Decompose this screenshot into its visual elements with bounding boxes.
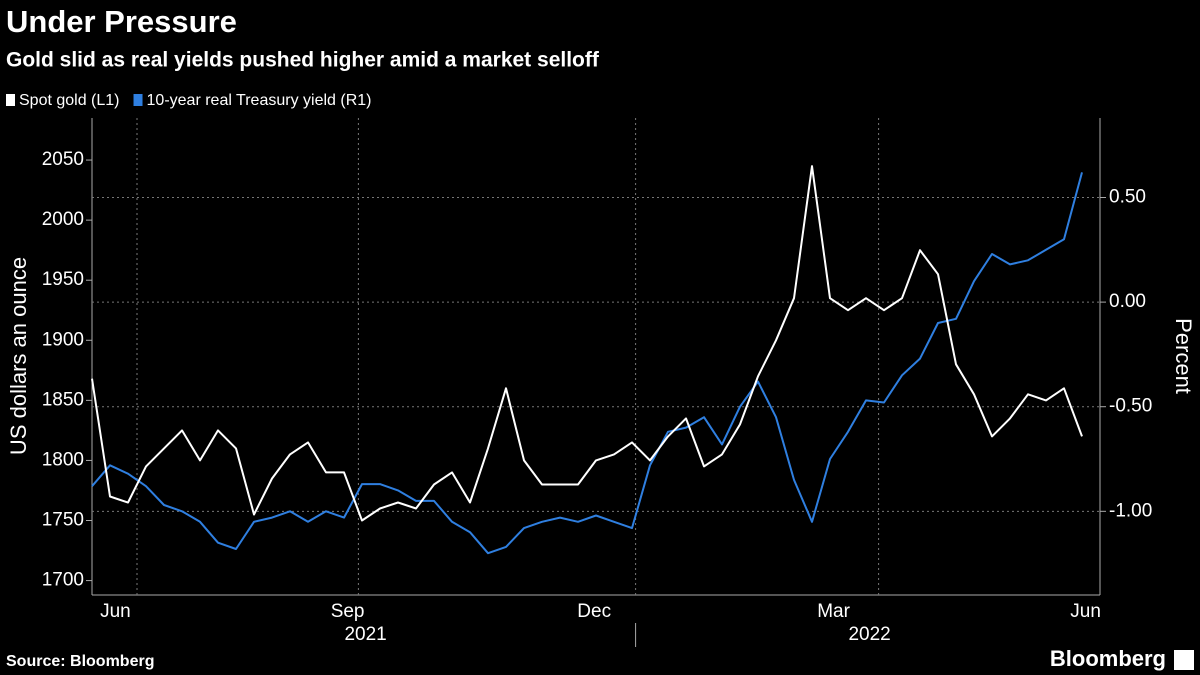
legend-swatch (6, 94, 15, 106)
y2-tick-label: 0.50 (1109, 187, 1146, 208)
chart-title: Under Pressure (6, 4, 237, 39)
series-line (91, 165, 1083, 522)
x-tick-label: Jun (100, 601, 131, 622)
x-tick-label: Jun (1070, 601, 1101, 622)
legend-label: 10-year real Treasury yield (R1) (147, 92, 372, 109)
x-tick-label: Mar (817, 601, 850, 622)
y2-tick-label: -1.00 (1109, 500, 1152, 521)
legend-swatch (133, 94, 143, 106)
y-tick-label: 1800 (42, 449, 84, 470)
x-group-label: 2022 (848, 624, 890, 645)
y-axis-label: US dollars an ounce (6, 257, 31, 455)
y-tick-label: 1700 (42, 570, 84, 591)
y-tick-label: 2000 (42, 209, 84, 230)
brand-icon (1174, 650, 1194, 670)
y2-tick-label: -0.50 (1109, 396, 1152, 417)
x-tick-label: Sep (331, 601, 365, 622)
chart-subtitle: Gold slid as real yields pushed higher a… (6, 49, 600, 72)
y-tick-label: 1900 (42, 329, 84, 350)
y2-tick-label: 0.00 (1109, 291, 1146, 312)
x-tick-label: Dec (577, 601, 611, 622)
source: Source: Bloomberg (6, 653, 154, 670)
brand: Bloomberg (1050, 646, 1166, 671)
y-tick-label: 1750 (42, 510, 84, 531)
y-tick-label: 1850 (42, 389, 84, 410)
y-tick-label: 1950 (42, 269, 84, 290)
x-group-label: 2021 (344, 624, 386, 645)
y2-axis-label: Percent (1171, 318, 1196, 394)
legend-label: Spot gold (L1) (19, 92, 120, 109)
series-line (91, 172, 1083, 555)
y-tick-label: 2050 (42, 149, 84, 170)
